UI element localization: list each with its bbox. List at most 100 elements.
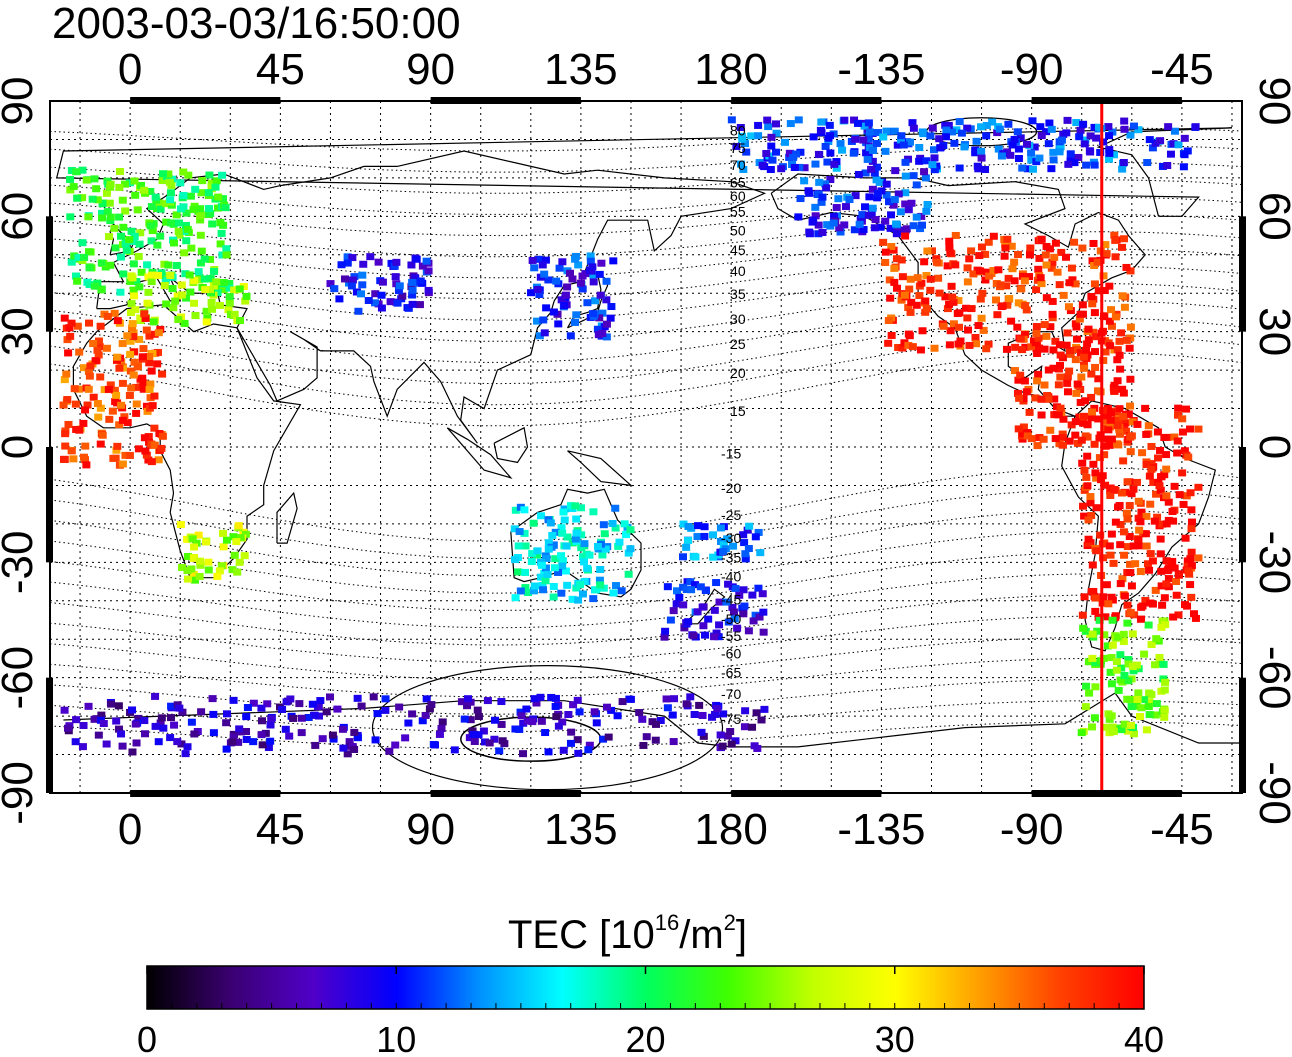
tec-point <box>557 524 566 532</box>
contour-label: 80 <box>730 123 746 139</box>
tec-point <box>1076 126 1085 134</box>
tec-point <box>963 124 972 132</box>
tec-point <box>460 715 469 723</box>
tec-point <box>521 542 530 550</box>
tec-point <box>543 570 552 578</box>
tec-point <box>117 401 126 409</box>
tec-point <box>1086 132 1095 140</box>
tec-point <box>800 164 809 172</box>
tec-point <box>598 309 607 317</box>
tec-point <box>642 733 651 741</box>
tec-point <box>855 220 864 228</box>
tec-point <box>639 741 648 749</box>
tec-point <box>879 238 888 246</box>
tec-point <box>590 708 599 716</box>
tec-point <box>212 177 221 185</box>
tec-point <box>800 177 809 185</box>
tec-point <box>1157 623 1166 631</box>
tec-point <box>175 704 184 712</box>
tec-point <box>684 618 693 626</box>
tec-point <box>72 168 81 176</box>
tec-point <box>1013 389 1022 397</box>
tec-point <box>978 289 987 297</box>
tec-point <box>530 264 539 272</box>
tec-point <box>804 187 813 195</box>
tec-point <box>777 165 786 173</box>
tec-point <box>561 567 570 575</box>
tec-point <box>86 362 95 370</box>
tec-point <box>1065 279 1074 287</box>
colorbar-ticks: 0 10 20 30 40 <box>137 966 1164 1057</box>
tec-point <box>859 136 868 144</box>
tec-point <box>304 713 313 721</box>
tec-point <box>173 292 182 300</box>
tec-point <box>898 273 907 281</box>
tec-point <box>515 528 524 536</box>
contour-label: -15 <box>721 446 741 462</box>
tec-point <box>286 695 295 703</box>
tec-point <box>551 694 560 702</box>
tec-point <box>329 735 338 743</box>
map-plot-area: 8075706560555045403530252015-15-20-25-30… <box>46 97 1246 797</box>
tec-point <box>881 259 890 267</box>
tec-point <box>128 706 137 714</box>
tec-point <box>1095 454 1104 462</box>
tec-point <box>1020 277 1029 285</box>
tec-point <box>126 308 135 316</box>
tec-point <box>908 343 917 351</box>
tec-point <box>190 299 199 307</box>
tec-point <box>748 591 757 599</box>
tec-point <box>768 156 777 164</box>
tec-point <box>1010 258 1019 266</box>
tec-point <box>236 534 245 542</box>
tec-point <box>105 199 114 207</box>
tec-point <box>416 277 425 285</box>
tec-point <box>1194 483 1203 491</box>
tec-point <box>1113 633 1122 641</box>
tec-point <box>1051 337 1060 345</box>
tec-point <box>1016 371 1025 379</box>
tec-point <box>1120 125 1129 133</box>
tec-point <box>563 533 572 541</box>
tec-point <box>795 163 804 171</box>
tec-point <box>1065 367 1074 375</box>
tec-point <box>352 288 361 296</box>
tec-point <box>1164 123 1173 131</box>
tec-point <box>901 200 910 208</box>
tec-point <box>1116 520 1125 528</box>
tec-point <box>84 385 93 393</box>
tec-point <box>849 149 858 157</box>
tec-point <box>519 719 528 727</box>
tec-point <box>308 700 317 708</box>
tec-point <box>1120 672 1129 680</box>
tec-point <box>1119 159 1128 167</box>
tec-point <box>859 225 868 233</box>
tec-point <box>145 359 154 367</box>
tec-point <box>1066 150 1075 158</box>
tec-point <box>1135 713 1144 721</box>
tec-point <box>922 207 931 215</box>
tec-point <box>1114 416 1123 424</box>
tec-point <box>696 583 705 591</box>
tec-point <box>1049 148 1058 156</box>
tec-point <box>1033 377 1042 385</box>
tec-point <box>1108 596 1117 604</box>
tec-point <box>1087 370 1096 378</box>
tec-point <box>662 695 671 703</box>
tec-point <box>1164 498 1173 506</box>
tec-point <box>1143 159 1152 167</box>
tec-point <box>718 742 727 750</box>
left-lat-label: 30 <box>0 307 42 356</box>
tec-point <box>723 535 732 543</box>
tec-point <box>150 330 159 338</box>
tec-point <box>549 593 558 601</box>
tec-point <box>533 285 542 293</box>
tec-point <box>1033 442 1042 450</box>
tec-point <box>514 542 523 550</box>
tec-point <box>1083 420 1092 428</box>
tec-point <box>1187 518 1196 526</box>
tec-point <box>617 587 626 595</box>
tec-point <box>80 253 89 261</box>
tec-point <box>1101 481 1110 489</box>
tec-point <box>1115 430 1124 438</box>
